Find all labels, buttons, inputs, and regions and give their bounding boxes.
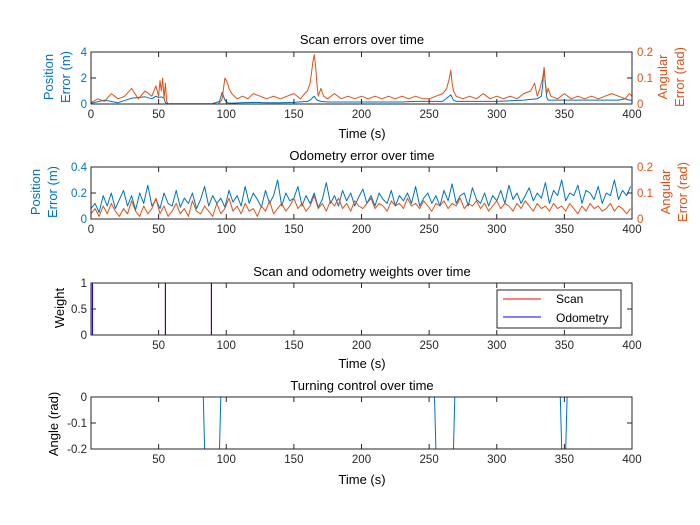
weights-ytick-label: 1 bbox=[81, 278, 87, 290]
scan-errors-ytick-label: 4 bbox=[81, 47, 88, 59]
weights-xtick-label: 350 bbox=[555, 340, 574, 352]
weights-ylabel: Weight bbox=[52, 288, 67, 329]
scan-errors-xtick-label: 100 bbox=[217, 109, 236, 121]
scan-errors-y2label-line1: Angular bbox=[655, 54, 670, 99]
scan-errors-y2tick-label: 0 bbox=[637, 99, 643, 111]
weights-legend: Scan Odometry bbox=[496, 289, 622, 329]
scan-errors-xtick-label: 350 bbox=[555, 109, 574, 121]
odometry-error-ytick-label: 0 bbox=[81, 214, 87, 226]
weights-series-odometry-line bbox=[91, 282, 632, 336]
turning-control-xtick-label: 250 bbox=[420, 454, 439, 466]
odometry-error-title: Odometry error over time bbox=[289, 148, 434, 163]
odometry-error-xtick-label: 150 bbox=[284, 224, 303, 236]
turning-control-xtick-label: 300 bbox=[487, 454, 506, 466]
weights-title: Scan and odometry weights over time bbox=[253, 264, 471, 279]
odometry-error-xtick-label: 200 bbox=[352, 224, 371, 236]
legend-odometry-label: Odometry bbox=[556, 311, 609, 325]
legend-scan-label: Scan bbox=[556, 292, 583, 306]
odometry-error-xtick-label: 400 bbox=[622, 224, 641, 236]
scan-errors-xtick-label: 250 bbox=[420, 109, 439, 121]
odometry-error-ylabel-line1: Position bbox=[28, 169, 43, 215]
scan-errors-xtick-label: 400 bbox=[622, 109, 641, 121]
weights-ytick-label: 0.5 bbox=[71, 304, 87, 316]
scan-errors-xtick-label: 50 bbox=[152, 109, 165, 121]
scan-errors-xtick-label: 0 bbox=[88, 109, 94, 121]
weights-xtick-label: 50 bbox=[152, 340, 165, 352]
odometry-error-y2tick-label: 0.2 bbox=[637, 162, 653, 174]
scan-errors-panel: Scan errors over time Position Error (m)… bbox=[41, 32, 687, 141]
scan-errors-y2tick-label: 0.2 bbox=[637, 47, 653, 59]
turning-control-ytick-label: 0 bbox=[81, 392, 87, 404]
odometry-error-xtick-label: 50 bbox=[152, 224, 165, 236]
scan-errors-y2label-line2: Error (rad) bbox=[672, 47, 687, 107]
turning-control-title: Turning control over time bbox=[290, 378, 433, 393]
turning-control-ytick-label: -0.2 bbox=[67, 444, 87, 456]
scan-errors-ylabel-line1: Position bbox=[41, 54, 56, 100]
turning-control-xtick-label: 200 bbox=[352, 454, 371, 466]
turning-control-panel: Turning control over time Angle (rad) Ti… bbox=[46, 378, 642, 487]
odometry-error-xtick-label: 300 bbox=[487, 224, 506, 236]
odometry-error-ylabel-line2: Error (m) bbox=[45, 166, 60, 218]
odometry-error-panel: Odometry error over time Position Error … bbox=[28, 148, 690, 236]
legend-box bbox=[496, 289, 622, 329]
turning-control-xtick-label: 400 bbox=[622, 454, 641, 466]
scan-errors-xtick-label: 150 bbox=[284, 109, 303, 121]
weights-panel: Scan and odometry weights over time Weig… bbox=[52, 264, 642, 371]
turning-control-xtick-label: 150 bbox=[284, 454, 303, 466]
odometry-error-ytick-label: 0.4 bbox=[71, 162, 88, 174]
scan-errors-y2tick-label: 0.1 bbox=[637, 73, 653, 85]
turning-control-xtick-label: 100 bbox=[217, 454, 236, 466]
weights-xtick-label: 150 bbox=[284, 340, 303, 352]
weights-ytick-label: 0 bbox=[81, 330, 87, 342]
scan-errors-xtick-label: 300 bbox=[487, 109, 506, 121]
turning-control-ytick-label: -0.1 bbox=[67, 418, 87, 430]
turning-control-xtick-label: 50 bbox=[152, 454, 165, 466]
odometry-error-y2tick-label: 0.1 bbox=[637, 188, 653, 200]
weights-xtick-label: 200 bbox=[352, 340, 371, 352]
odometry-error-xtick-label: 250 bbox=[420, 224, 439, 236]
weights-xtick-label: 300 bbox=[487, 340, 506, 352]
weights-xtick-label: 250 bbox=[420, 340, 439, 352]
scan-errors-xtick-label: 200 bbox=[352, 109, 371, 121]
odometry-error-ytick-label: 0.2 bbox=[71, 188, 87, 200]
odometry-error-y2label-line2: Error (rad) bbox=[675, 162, 690, 222]
odometry-error-y2label-line1: Angular bbox=[658, 169, 673, 214]
scan-errors-title: Scan errors over time bbox=[300, 32, 424, 47]
scan-errors-ylabel-line2: Error (m) bbox=[58, 51, 73, 103]
weights-xlabel: Time (s) bbox=[338, 356, 385, 371]
odometry-error-xtick-label: 100 bbox=[217, 224, 236, 236]
weights-xtick-label: 400 bbox=[622, 340, 641, 352]
turning-control-ylabel: Angle (rad) bbox=[46, 392, 61, 456]
scan-errors-ytick-label: 2 bbox=[81, 73, 87, 85]
weights-xtick-label: 100 bbox=[217, 340, 236, 352]
odometry-error-series-position-error-line bbox=[90, 179, 632, 213]
odometry-error-y2tick-label: 0 bbox=[637, 214, 643, 226]
odometry-error-xtick-label: 350 bbox=[555, 224, 574, 236]
scan-errors-ytick-label: 0 bbox=[81, 99, 87, 111]
turning-control-xlabel: Time (s) bbox=[338, 472, 385, 487]
odometry-error-series-angular-error-line bbox=[90, 195, 631, 217]
odometry-error-xtick-label: 0 bbox=[88, 224, 94, 236]
turning-control-xtick-label: 350 bbox=[555, 454, 574, 466]
scan-errors-xlabel: Time (s) bbox=[338, 126, 385, 141]
